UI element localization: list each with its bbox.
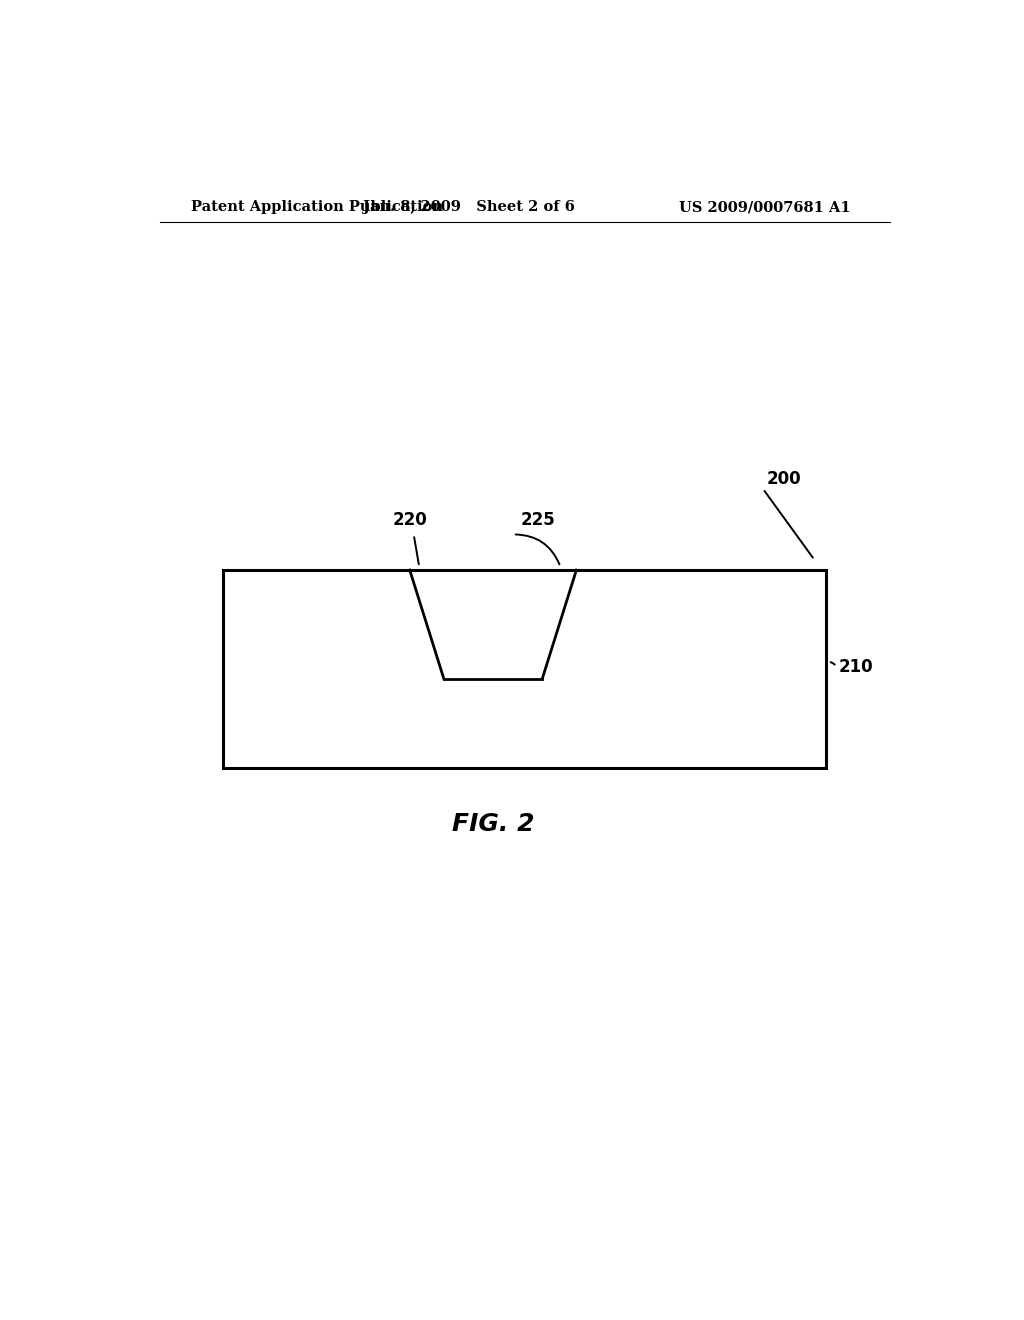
Polygon shape xyxy=(410,570,577,678)
Text: Jan. 8, 2009   Sheet 2 of 6: Jan. 8, 2009 Sheet 2 of 6 xyxy=(364,201,575,214)
Bar xyxy=(223,570,826,768)
Text: 210: 210 xyxy=(839,657,872,676)
Text: FIG. 2: FIG. 2 xyxy=(452,812,535,836)
Polygon shape xyxy=(223,570,826,768)
Text: 200: 200 xyxy=(767,470,802,487)
Text: Patent Application Publication: Patent Application Publication xyxy=(191,201,443,214)
Text: 225: 225 xyxy=(521,511,556,529)
Text: 220: 220 xyxy=(392,511,427,529)
Text: US 2009/0007681 A1: US 2009/0007681 A1 xyxy=(679,201,850,214)
